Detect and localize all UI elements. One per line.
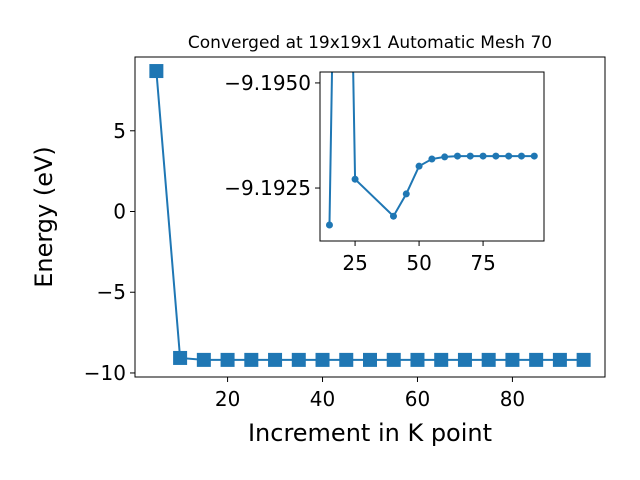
x-axis-label: Increment in K point (248, 419, 492, 447)
data-point (268, 352, 283, 367)
data-point (244, 352, 259, 367)
data-point (505, 352, 520, 367)
axes-frame (134, 56, 606, 378)
axes-frame (319, 71, 545, 242)
data-point (530, 152, 538, 160)
data-point (402, 190, 410, 198)
data-point (457, 352, 472, 367)
data-point (173, 350, 188, 365)
data-point (291, 352, 306, 367)
data-point (220, 352, 235, 367)
y-axis-label: Energy (eV) (30, 146, 58, 288)
data-point (315, 352, 330, 367)
data-point (552, 352, 567, 367)
data-point (149, 64, 164, 79)
data-point (386, 352, 401, 367)
plot-content (149, 64, 591, 367)
plot-content (325, 72, 538, 229)
data-point (492, 152, 500, 160)
y-tick-label: −9.1925 (224, 176, 311, 200)
data-point (410, 352, 425, 367)
chart-title: Converged at 19x19x1 Automatic Mesh 70 (188, 33, 552, 53)
y-tick-label: 5 (113, 119, 126, 143)
data-point (351, 175, 359, 183)
data-point (505, 152, 513, 160)
x-tick-label: 50 (406, 251, 431, 275)
data-point (325, 221, 333, 229)
data-point (415, 162, 423, 170)
data-point (479, 152, 487, 160)
x-tick-label: 60 (405, 387, 430, 411)
data-point (466, 152, 474, 160)
data-point (339, 352, 354, 367)
x-tick-label: 40 (310, 387, 335, 411)
data-point (481, 352, 496, 367)
data-point (428, 155, 436, 163)
x-tick-label: 25 (342, 251, 367, 275)
y-tick-label: −9.1950 (224, 71, 311, 95)
y-tick-label: −10 (84, 361, 126, 385)
data-point (453, 152, 461, 160)
x-tick-label: 20 (215, 387, 240, 411)
x-tick-label: 75 (470, 251, 495, 275)
data-point (363, 352, 377, 367)
data-point (576, 352, 591, 367)
data-point (517, 152, 525, 160)
data-point (441, 153, 449, 161)
data-point (434, 352, 449, 367)
data-point (389, 212, 397, 220)
y-tick-label: −5 (97, 280, 126, 304)
x-tick-label: 80 (500, 387, 525, 411)
y-tick-label: 0 (113, 200, 126, 224)
data-point (196, 352, 211, 367)
data-point (529, 352, 544, 367)
